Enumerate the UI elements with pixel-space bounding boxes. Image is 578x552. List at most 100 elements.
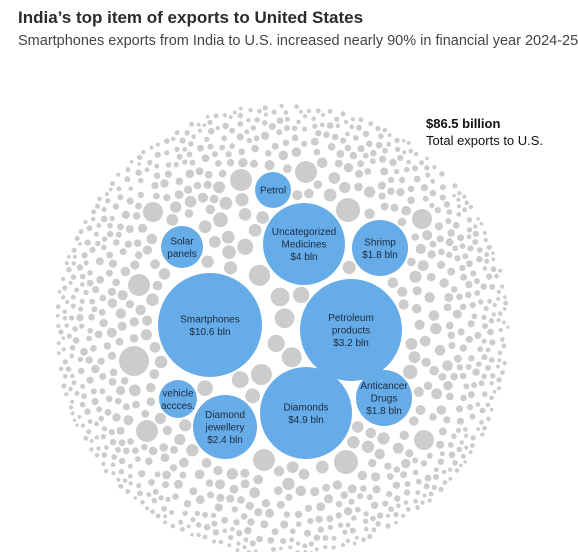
background-bubble [484, 258, 490, 264]
background-bubble [482, 230, 487, 235]
bubble-label-diamonds: Diamonds $4.9 bln [283, 402, 328, 426]
background-bubble [490, 373, 496, 379]
background-bubble [173, 162, 179, 168]
background-bubble [74, 287, 80, 293]
background-bubble [419, 160, 425, 166]
background-bubble [412, 469, 419, 476]
background-bubble [334, 450, 358, 474]
background-bubble [130, 260, 140, 270]
background-bubble [197, 144, 204, 152]
background-bubble [301, 140, 308, 147]
background-bubble [174, 130, 180, 136]
background-bubble [448, 451, 456, 459]
background-bubble [471, 382, 478, 389]
background-bubble [58, 329, 64, 335]
background-bubble [261, 499, 271, 508]
background-bubble [433, 467, 439, 473]
background-bubble [403, 489, 411, 496]
background-bubble [129, 160, 134, 164]
background-bubble [363, 511, 369, 517]
background-bubble [112, 413, 121, 422]
background-bubble [315, 108, 321, 114]
background-bubble [468, 354, 475, 362]
background-bubble [278, 150, 289, 161]
background-bubble [500, 337, 505, 342]
background-bubble [91, 364, 100, 374]
background-bubble [237, 496, 245, 504]
background-bubble [96, 406, 103, 413]
background-bubble [65, 299, 70, 305]
background-bubble [438, 486, 444, 492]
background-bubble [340, 491, 349, 500]
background-bubble [70, 274, 77, 280]
background-bubble [101, 452, 108, 458]
background-bubble [345, 131, 350, 137]
background-bubble [248, 264, 271, 286]
background-bubble [158, 268, 171, 280]
background-bubble [456, 204, 461, 209]
background-bubble [104, 192, 109, 197]
background-bubble [307, 517, 314, 525]
background-bubble [400, 471, 408, 479]
background-bubble [221, 516, 229, 524]
background-bubble [491, 312, 497, 317]
background-bubble [88, 313, 95, 321]
background-bubble [288, 545, 293, 550]
background-bubble [465, 291, 472, 299]
background-bubble [86, 335, 92, 342]
background-bubble [472, 239, 479, 245]
background-bubble [387, 277, 399, 289]
background-bubble [386, 473, 394, 480]
background-bubble [437, 260, 446, 269]
background-bubble [496, 296, 501, 302]
background-bubble [456, 417, 464, 425]
background-bubble [136, 483, 142, 489]
background-bubble [334, 159, 343, 168]
background-bubble [430, 322, 442, 335]
background-bubble [476, 255, 483, 263]
background-bubble [215, 125, 221, 131]
background-bubble [151, 182, 159, 190]
background-bubble [90, 216, 96, 222]
background-bubble [238, 148, 245, 156]
background-bubble [426, 452, 433, 459]
background-bubble [128, 384, 141, 397]
background-bubble [268, 122, 276, 130]
background-bubble [72, 418, 77, 422]
background-bubble [222, 528, 228, 533]
background-bubble [229, 127, 236, 134]
background-bubble [469, 413, 476, 420]
background-bubble [248, 108, 253, 113]
background-bubble [327, 524, 333, 531]
background-bubble [58, 366, 64, 372]
background-bubble [467, 391, 475, 399]
background-bubble [195, 522, 202, 528]
background-bubble [125, 167, 131, 173]
background-bubble [448, 467, 453, 472]
background-bubble [457, 234, 465, 242]
background-bubble [486, 273, 493, 280]
background-bubble [194, 469, 205, 480]
background-bubble [66, 333, 72, 339]
background-bubble [321, 112, 326, 118]
background-bubble [313, 148, 321, 156]
background-bubble [95, 203, 100, 209]
background-bubble [484, 252, 490, 258]
background-bubble [154, 163, 160, 169]
background-bubble [466, 234, 472, 240]
background-bubble [83, 435, 89, 441]
background-bubble [86, 225, 93, 232]
background-bubble [402, 150, 407, 155]
background-bubble [161, 505, 168, 512]
background-bubble [344, 144, 352, 152]
background-bubble [336, 150, 345, 158]
background-bubble [446, 209, 453, 215]
background-bubble [271, 528, 279, 536]
bubble-shrimp [352, 220, 408, 276]
background-bubble [143, 202, 163, 222]
background-bubble [467, 320, 475, 328]
background-bubble [442, 360, 453, 371]
background-bubble [263, 112, 269, 117]
background-bubble [117, 223, 124, 231]
background-bubble [109, 368, 118, 377]
